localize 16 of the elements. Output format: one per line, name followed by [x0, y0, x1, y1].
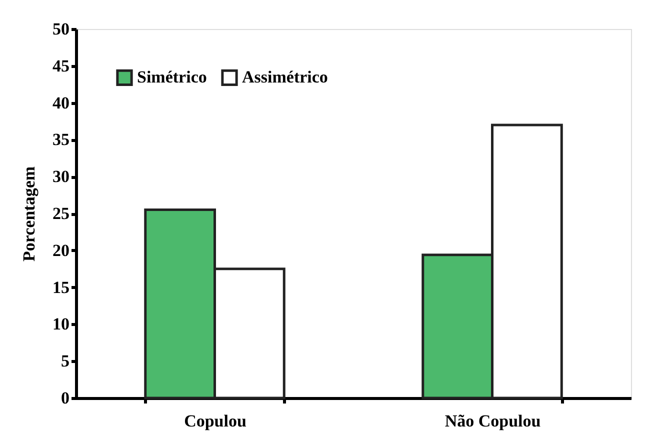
legend-label: Assimétrico [242, 68, 328, 87]
y-tick-label: 30 [52, 167, 70, 186]
x-tick-label: Não Copulou [444, 412, 541, 430]
y-tick-label: 10 [52, 314, 70, 334]
y-tick-label: 45 [52, 56, 70, 76]
x-tick-label: Copulou [184, 412, 246, 430]
y-tick-label: 50 [52, 20, 70, 38]
y-tick-label: 20 [52, 240, 70, 260]
y-tick-label: 35 [52, 130, 70, 150]
y-axis-title: Porcentagem [20, 166, 38, 262]
y-tick-label: 5 [61, 352, 70, 371]
y-tick-label: 25 [52, 204, 70, 223]
y-tick-label: 15 [52, 278, 70, 297]
y-tick-label: 40 [52, 93, 70, 112]
legend-label: Simétrico [137, 68, 207, 87]
y-tick-label: 0 [61, 388, 70, 408]
